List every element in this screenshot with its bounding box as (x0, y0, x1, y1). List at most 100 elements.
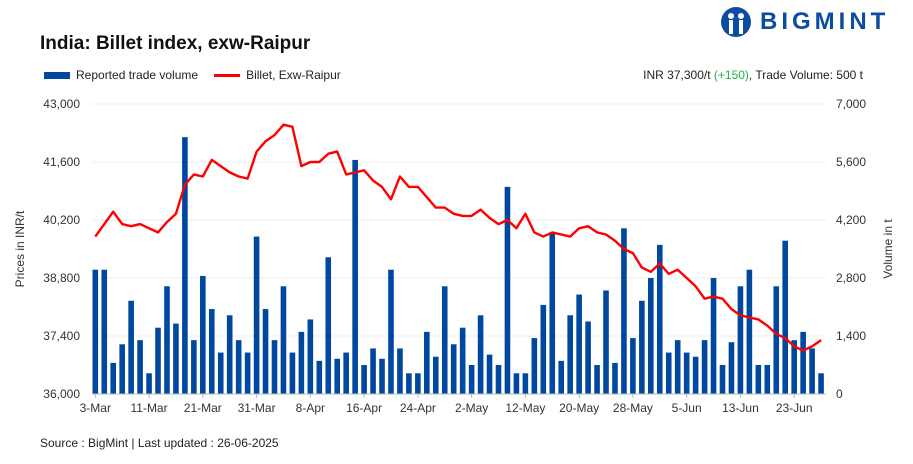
volume-bar (603, 290, 609, 394)
y-tick-label: 43,000 (43, 97, 80, 111)
volume-bar (809, 348, 815, 394)
volume-bar (549, 232, 556, 394)
volume-bar (137, 340, 143, 394)
legend-label-volume: Reported trade volume (76, 68, 199, 82)
bigmint-logo: BIGMINT (720, 6, 889, 38)
summary-volume: , Trade Volume: 500 t (748, 68, 863, 82)
y-tick-label: 36,000 (43, 387, 80, 401)
volume-bar (191, 340, 197, 394)
volume-bar (710, 278, 717, 394)
volume-bar (495, 365, 502, 394)
volume-bar (450, 344, 457, 394)
x-tick-label: 12-May (505, 401, 545, 415)
volume-bar (773, 286, 780, 394)
volume-bar (665, 352, 672, 394)
volume-bar (334, 358, 341, 394)
volume-bar (397, 348, 403, 394)
volume-bar (755, 365, 762, 394)
volume-bar (280, 286, 287, 394)
volume-bar (728, 342, 735, 394)
volume-bar (253, 236, 260, 394)
y-axis-title: Prices in INR/t (13, 210, 27, 287)
volume-bar (200, 275, 206, 394)
volume-bar (370, 348, 376, 394)
volume-bar (361, 365, 367, 394)
volume-bar (235, 340, 242, 394)
volume-bar (352, 159, 358, 394)
logo-mark-icon (721, 7, 751, 37)
logo-text: BIGMINT (760, 8, 890, 35)
x-tick-label: 2-May (455, 401, 488, 415)
volume-bar (325, 257, 332, 394)
volume-bar (262, 309, 269, 394)
latest-summary: INR 37,300/t (+150), Trade Volume: 500 t (643, 68, 863, 82)
source-note: Source : BigMint | Last updated : 26-06-… (40, 436, 279, 450)
x-tick-label: 31-Mar (238, 401, 276, 415)
legend-swatch-price (214, 73, 241, 77)
volume-bar (388, 269, 394, 394)
volume-bar (639, 300, 645, 394)
legend: Reported trade volume Billet, Exw-Raipur (44, 68, 341, 82)
summary-price: INR 37,300/t (643, 68, 711, 82)
y-tick-label: 38,800 (43, 271, 80, 285)
volume-bar (540, 304, 547, 394)
volume-bar (271, 340, 278, 394)
volume-bar (764, 365, 771, 394)
volume-bar (621, 228, 627, 394)
volume-bar (379, 358, 385, 394)
volume-bar (477, 315, 484, 394)
x-tick-label: 20-May (559, 401, 599, 415)
volume-bar (585, 321, 591, 394)
volume-bar (522, 373, 529, 394)
volume-bar (298, 331, 305, 394)
volume-bar (208, 309, 215, 394)
volume-bar (656, 244, 663, 394)
summary-change: (+150) (713, 68, 749, 82)
volume-bar (441, 286, 448, 394)
volume-bar (791, 340, 797, 394)
y-tick-label: 40,200 (43, 213, 80, 227)
y2-tick-label: 1,400 (836, 329, 866, 343)
volume-bar (226, 315, 233, 394)
volume-bar (558, 360, 565, 394)
volume-bar (244, 352, 251, 394)
x-tick-label: 8-Apr (296, 401, 325, 415)
volume-bar (415, 373, 421, 394)
volume-bar (110, 362, 117, 394)
chart-title: India: Billet index, exw-Raipur (40, 33, 311, 54)
y2-tick-label: 0 (836, 387, 843, 401)
volume-bar (701, 340, 708, 394)
volume-bar (486, 354, 493, 394)
x-tick-label: 28-May (613, 401, 653, 415)
y2-axis-title: Volume in t (881, 219, 895, 279)
y2-tick-label: 4,200 (836, 213, 866, 227)
volume-bar (146, 373, 152, 394)
volume-bar (289, 352, 296, 394)
price-line (94, 123, 822, 352)
volume-bar (531, 338, 538, 394)
volume-bar (343, 352, 349, 394)
x-tick-label: 24-Apr (400, 401, 436, 415)
x-tick-label: 23-Jun (776, 401, 813, 415)
volume-bar (217, 352, 224, 394)
legend-label-price: Billet, Exw-Raipur (246, 68, 341, 82)
y2-tick-label: 7,000 (836, 97, 866, 111)
volume-bar (468, 365, 475, 394)
volume-bar (513, 373, 520, 394)
volume-bar (576, 294, 582, 394)
volume-bar (746, 269, 753, 394)
x-tick-label: 21-Mar (184, 401, 222, 415)
volume-bar (683, 352, 690, 394)
y-tick-label: 37,400 (43, 329, 80, 343)
volume-bar (630, 338, 636, 394)
volume-bar (155, 327, 161, 394)
volume-bar (719, 365, 726, 394)
x-tick-label: 13-Jun (722, 401, 759, 415)
volume-bar (424, 331, 430, 394)
y-tick-label: 41,600 (43, 155, 80, 169)
volume-bar (316, 360, 323, 394)
x-tick-label: 5-Jun (672, 401, 702, 415)
volume-bar (692, 356, 699, 394)
x-tick-label: 16-Apr (346, 401, 382, 415)
